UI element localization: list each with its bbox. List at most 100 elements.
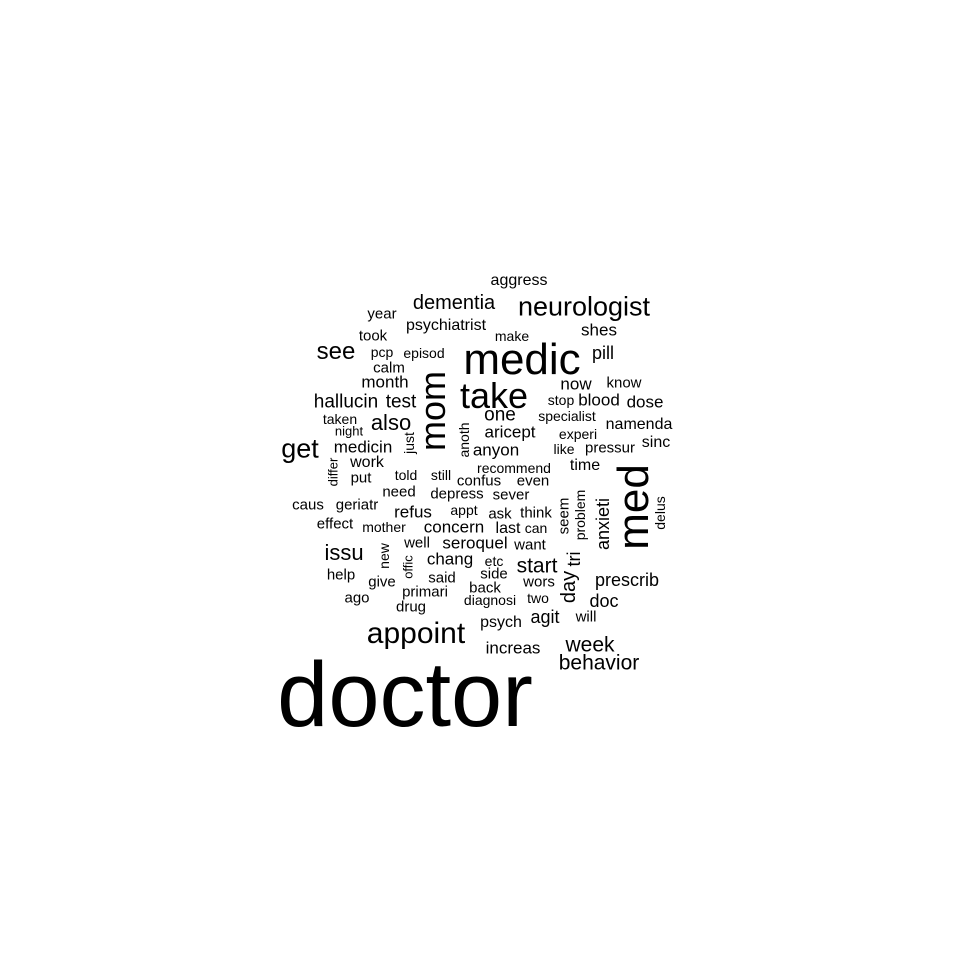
word-well: well [404, 534, 430, 552]
word-last: last [495, 520, 521, 537]
word-ago: ago [344, 589, 370, 607]
word-still: still [430, 467, 452, 483]
word-pcp: pcp [370, 344, 394, 360]
word-aggress: aggress [490, 272, 548, 289]
word-chang: chang [426, 549, 474, 569]
word-drug: drug [395, 598, 427, 616]
word-sinc: sinc [641, 434, 671, 451]
word-test: test [385, 391, 417, 413]
word-even: even [516, 472, 550, 490]
word-ask: ask [488, 505, 512, 523]
word-calm: calm [373, 359, 405, 377]
word-medicin: medicin [333, 437, 393, 457]
word-tri: tri [564, 551, 584, 567]
word-geriatr: geriatr [335, 496, 379, 514]
word-like: like [553, 441, 575, 457]
word-said: said [428, 569, 456, 587]
word-back: back [469, 579, 501, 597]
word-diagnosi: diagnosi [463, 592, 517, 608]
word-year: year [367, 305, 397, 323]
word-namenda: namenda [605, 416, 673, 433]
word-just: just [401, 432, 417, 454]
word-dementia: dementia [412, 292, 496, 314]
word-blood: blood [578, 390, 620, 410]
word-medic: medic [463, 335, 581, 384]
word-behavior: behavior [558, 651, 640, 675]
word-wors: wors [523, 573, 555, 591]
word-now: now [560, 374, 592, 394]
word-put: put [350, 469, 372, 487]
word-seroquel: seroquel [442, 533, 508, 553]
word-caus: caus [292, 496, 324, 514]
word-neurologist: neurologist [517, 291, 651, 322]
word-think: think [520, 504, 552, 522]
word-mother: mother [362, 519, 406, 535]
word-two: two [527, 590, 549, 606]
word-doc: doc [589, 591, 619, 611]
word-appt: appt [450, 502, 478, 518]
word-sever: sever [492, 486, 530, 504]
word-taken: taken [322, 411, 358, 427]
word-also: also [370, 410, 412, 435]
word-issu: issu [324, 540, 364, 565]
word-start: start [516, 554, 558, 578]
word-hallucin: hallucin [313, 391, 379, 413]
word-effect: effect [316, 515, 354, 533]
word-know: know [606, 374, 642, 392]
word-need: need [382, 483, 416, 501]
word-help: help [326, 566, 356, 584]
word-psychiatrist: psychiatrist [405, 317, 487, 334]
word-take: take [459, 375, 529, 416]
word-delus: delus [652, 496, 668, 530]
word-new: new [376, 543, 392, 569]
word-make: make [494, 328, 530, 344]
word-episod: episod [403, 345, 445, 361]
word-see: see [316, 338, 356, 365]
word-pill: pill [591, 343, 615, 363]
word-told: told [394, 467, 418, 483]
word-confus: confus [456, 472, 502, 490]
word-concern: concern [423, 517, 485, 537]
word-time: time [569, 457, 601, 474]
word-pressur: pressur [584, 439, 636, 457]
word-will: will [575, 608, 597, 626]
word-side: side [480, 565, 508, 583]
word-primari: primari [402, 583, 448, 601]
word-anxieti: anxieti [593, 497, 613, 551]
word-one: one [484, 404, 516, 426]
word-took: took [358, 327, 388, 345]
word-etc: etc [484, 553, 504, 569]
word-doctor: doctor [277, 644, 533, 746]
word-offic: offic [400, 555, 416, 579]
word-prescrib: prescrib [594, 570, 660, 590]
word-dose: dose [626, 392, 664, 412]
word-increas: increas [485, 638, 541, 658]
word-differ: differ [325, 457, 341, 487]
word-get: get [281, 433, 319, 464]
word-specialist: specialist [538, 408, 596, 424]
word-mom: mom [412, 371, 453, 451]
word-appoint: appoint [366, 617, 466, 650]
word-day: day [558, 570, 580, 604]
word-aricept: aricept [484, 422, 536, 442]
word-recommend: recommend [477, 460, 551, 476]
word-seem: seem [555, 497, 573, 535]
word-month: month [361, 372, 409, 392]
word-work: work [350, 454, 384, 471]
word-want: want [514, 536, 546, 554]
word-can: can [524, 520, 548, 536]
word-problem: problem [572, 489, 588, 541]
word-week: week [565, 633, 615, 657]
word-stop: stop [547, 392, 575, 408]
word-shes: shes [581, 320, 617, 340]
word-anoth: anoth [456, 422, 472, 458]
word-depress: depress [430, 485, 484, 503]
word-agit: agit [530, 607, 560, 627]
word-give: give [368, 573, 396, 591]
word-psych: psych [480, 614, 522, 631]
word-experi: experi [558, 426, 598, 442]
word-med: med [609, 464, 658, 550]
word-anyon: anyon [472, 440, 520, 460]
word-night: night [334, 423, 364, 439]
